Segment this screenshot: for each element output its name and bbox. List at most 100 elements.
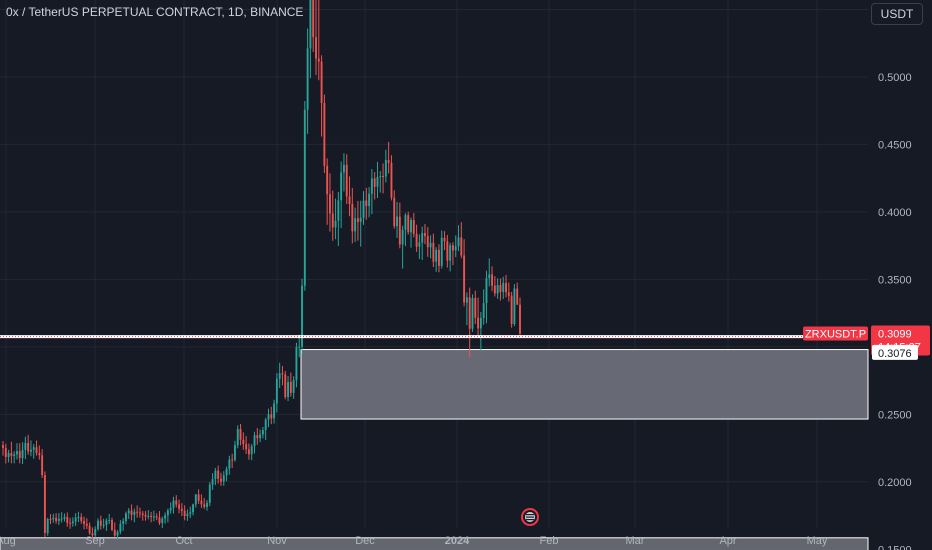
x-tick-label: May [807, 535, 828, 547]
candle [91, 527, 94, 540]
candle [29, 440, 32, 457]
candle [432, 233, 435, 267]
candle [214, 467, 217, 486]
candle [253, 431, 256, 454]
level-tag [872, 344, 918, 360]
candle [166, 508, 169, 523]
candle [440, 230, 443, 269]
candle [18, 443, 21, 464]
candle [348, 176, 351, 217]
candle [519, 297, 521, 339]
candle [108, 513, 111, 525]
candle [323, 94, 326, 174]
candle [46, 517, 49, 536]
candle [136, 505, 139, 518]
candle [418, 234, 421, 259]
candle [390, 155, 393, 201]
candle [410, 217, 412, 248]
candle [236, 425, 239, 449]
candle [474, 290, 477, 325]
candle [125, 511, 127, 525]
candle [144, 511, 147, 521]
candle [189, 506, 192, 519]
candle [463, 239, 466, 307]
candle [74, 513, 77, 526]
candle [220, 472, 222, 486]
candle [303, 100, 306, 291]
event-marker-icon[interactable] [521, 508, 539, 526]
candle [295, 342, 298, 388]
candle [345, 154, 348, 204]
candle [351, 187, 354, 244]
candle [231, 453, 234, 468]
candle [331, 190, 334, 241]
zones [0, 349, 869, 550]
candle [329, 173, 331, 232]
candle [468, 287, 471, 358]
candle [502, 276, 505, 299]
candle [270, 406, 273, 425]
candle [326, 158, 329, 225]
candle [315, 0, 317, 76]
support-zone [300, 349, 869, 420]
candle [273, 399, 276, 424]
candle [63, 513, 66, 522]
candle [99, 515, 102, 530]
x-axis[interactable]: Aug Sep Oct Nov Dec 2024 Feb Mar Apr May [0, 535, 828, 547]
candle [88, 522, 91, 535]
candle [264, 417, 267, 440]
candle [289, 372, 292, 397]
candle [10, 441, 13, 464]
candle [13, 451, 16, 464]
candle [158, 511, 161, 525]
candle [208, 482, 211, 507]
candle [119, 520, 122, 535]
candle [217, 465, 220, 484]
candle [35, 440, 38, 456]
candle [2, 441, 4, 456]
candle [66, 512, 69, 527]
symbol-tag-label: ZRXUSDT.P [805, 328, 866, 340]
candle [477, 297, 480, 337]
candle [499, 278, 502, 301]
candle [7, 449, 10, 463]
candle [250, 444, 253, 461]
candle [340, 161, 343, 229]
candle [138, 507, 141, 518]
candle [102, 518, 105, 529]
candle [85, 518, 88, 530]
candle [194, 494, 197, 508]
last-price-label: 0.3099 [878, 328, 912, 340]
candle [111, 517, 113, 532]
x-tick-label: Apr [719, 535, 736, 547]
candle [32, 444, 35, 459]
chart-title: 0x / TetherUS PERPETUAL CONTRACT, 1D, BI… [6, 5, 304, 19]
candle [493, 276, 496, 297]
price-labels: ZRXUSDT.P0.309914:15:370.3076 [803, 325, 930, 360]
candle [513, 284, 516, 327]
candle [320, 55, 323, 137]
candle [80, 513, 83, 524]
candle [225, 466, 228, 482]
candle [337, 191, 340, 247]
candle [507, 282, 510, 302]
x-tick-label: Dec [355, 535, 375, 547]
x-tick-label: Nov [267, 535, 287, 547]
candle [443, 231, 446, 251]
currency-button[interactable]: USDT [871, 3, 923, 25]
candle [424, 224, 426, 245]
candle [147, 510, 150, 520]
candle [97, 518, 99, 531]
candle [485, 270, 488, 324]
candle [49, 514, 52, 525]
candle [342, 153, 345, 192]
candle [496, 278, 499, 299]
candle [454, 235, 457, 258]
candle [298, 334, 301, 358]
candle [510, 291, 513, 328]
candle [306, 28, 309, 134]
candle [27, 434, 30, 455]
candle [186, 509, 189, 521]
candle [16, 443, 18, 460]
